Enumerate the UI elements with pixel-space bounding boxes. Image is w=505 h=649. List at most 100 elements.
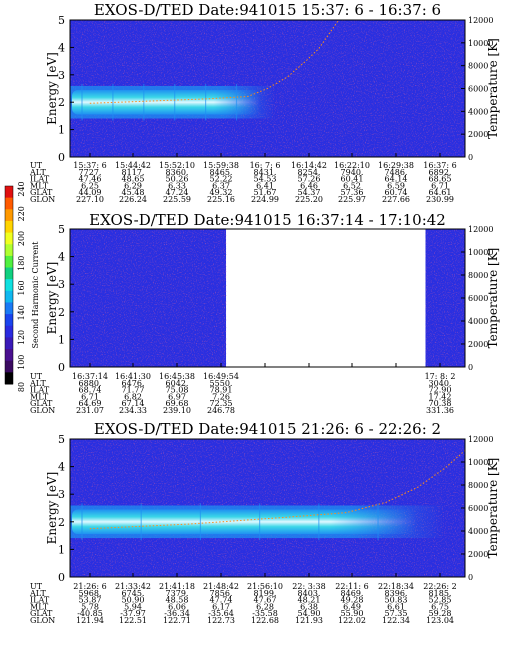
y2-tick-label: 8000 <box>468 481 488 490</box>
y-tick-label: 4 <box>58 461 65 474</box>
ephemeris-cell: 44.09 <box>79 188 102 197</box>
ephemeris-cell: 5.94 <box>124 602 142 611</box>
colorbar-swatch <box>5 255 13 269</box>
y2-tick-label: 2000 <box>468 130 488 139</box>
ephemeris-cell: 68.74 <box>79 386 102 395</box>
colorbar-swatch <box>5 325 13 338</box>
temperature-trace <box>89 450 466 530</box>
y-tick-label: 2 <box>58 96 65 109</box>
ephemeris-cell: 16:37: 6 <box>423 161 456 170</box>
ephemeris-cell: 122.68 <box>251 616 279 625</box>
colorbar: 240 220 200 180 160 140 120 100 80 Second Harmoni… <box>4 181 40 392</box>
ephemeris-cell: 78.91 <box>210 386 233 395</box>
ephemeris-cell: 227.66 <box>382 195 410 204</box>
y2-tick-label: 12000 <box>468 225 493 234</box>
ephemeris-cell: 6880. <box>79 379 102 388</box>
ephemeris-cell: 21:48:42 <box>203 582 239 591</box>
ephemeris-cell: 8117. <box>122 168 145 177</box>
ephemeris-cell: 60.41 <box>341 175 364 184</box>
colorbar-swatch <box>5 232 13 245</box>
ephemeris-cell: 224.99 <box>251 195 279 204</box>
ephemeris-cell: 246.78 <box>207 406 235 415</box>
ephemeris-cell: 5968. <box>79 589 102 598</box>
ephemeris-row-label: UT <box>30 161 43 170</box>
ephemeris-cell: 122.51 <box>119 616 147 625</box>
ephemeris-cell: 8254. <box>298 168 321 177</box>
y2-tick-label: 10000 <box>468 39 493 48</box>
ephemeris-cell: 8465. <box>210 168 233 177</box>
ephemeris-cell: 21:26: 6 <box>73 582 106 591</box>
ephemeris-cell: 69.68 <box>166 399 189 408</box>
ephemeris-cell: 6.75 <box>431 602 449 611</box>
ephemeris-cell: 22:18:34 <box>378 582 414 591</box>
ephemeris-cell: 121.93 <box>295 616 323 625</box>
colorbar-tick-label: 140 <box>17 305 26 320</box>
ephemeris-cell: 22:26: 2 <box>423 582 456 591</box>
noise-speckle <box>70 229 227 367</box>
ephemeris-cell: 6.61 <box>387 602 405 611</box>
ephemeris-cell: 122.73 <box>207 616 235 625</box>
ephemeris-cell: 3040. <box>429 379 452 388</box>
ephemeris-cell: 48.65 <box>122 175 145 184</box>
ephemeris-cell: 6.59 <box>387 181 405 190</box>
ephemeris-cell: 5.78 <box>81 602 99 611</box>
y-tick-label: 1 <box>58 333 65 346</box>
ephemeris-cell: 6.17 <box>212 602 230 611</box>
ephemeris-row-label: ALT <box>29 379 46 388</box>
ephemeris-cell: 72.90 <box>429 386 452 395</box>
ephemeris-row-label: GLAT <box>30 399 53 408</box>
colorbar-swatch <box>5 209 13 222</box>
colorbar-label: Second Harmonic Current <box>31 241 40 349</box>
colorbar-tick-label: 100 <box>17 355 26 370</box>
ephemeris-cell: 17: 8: 2 <box>425 372 456 381</box>
colorbar-tick-label: 80 <box>17 382 26 392</box>
colorbar-tick-label: 120 <box>17 330 26 345</box>
y-tick-label: 5 <box>58 433 65 446</box>
colorbar-tick-label: 160 <box>17 280 26 295</box>
ephemeris-row-label: GLON <box>30 616 55 625</box>
y2-tick-label: 12000 <box>468 16 493 25</box>
ephemeris-cell: 22: 3:38 <box>292 582 325 591</box>
colorbar-swatch <box>5 197 13 210</box>
ephemeris-cell: 52.22 <box>210 175 233 184</box>
ephemeris-cell: 7.26 <box>212 392 230 401</box>
y-tick-label: 3 <box>58 69 65 82</box>
ephemeris-cell: 49.32 <box>210 188 233 197</box>
ephemeris-row-label: GLON <box>30 406 55 415</box>
noise-speckle <box>425 229 465 367</box>
ephemeris-cell: 8360. <box>166 168 189 177</box>
ephemeris-cell: 48.58 <box>166 596 189 605</box>
colorbar-swatch <box>5 302 13 315</box>
ephemeris-cell: 6.71 <box>431 181 449 190</box>
y-tick-label: 2 <box>58 516 65 529</box>
y-tick-label: 0 <box>58 361 65 374</box>
y-axis-label: Energy [eV] <box>45 262 59 335</box>
y-tick-label: 0 <box>58 151 65 164</box>
ephemeris-cell: 6.41 <box>256 181 274 190</box>
ephemeris-cell: 6.97 <box>168 392 186 401</box>
ephemeris-cell: 51.67 <box>254 188 277 197</box>
colorbar-swatch <box>5 360 13 373</box>
ephemeris-cell: 15:37: 6 <box>73 161 106 170</box>
y-tick-label: 3 <box>58 278 65 291</box>
colorbar-swatch <box>5 349 13 362</box>
colorbar-tick-label: 220 <box>17 206 26 221</box>
ephemeris-cell: 6.33 <box>168 181 186 190</box>
colorbar-swatch <box>5 186 13 199</box>
colorbar-swatch <box>5 290 13 303</box>
ephemeris-cell: 8199. <box>254 589 277 598</box>
ephemeris-cell: 8403. <box>298 589 321 598</box>
y-axis-label: Energy [eV] <box>45 472 59 545</box>
ephemeris-cell: 6892. <box>429 168 452 177</box>
ephemeris-cell: 331.36 <box>426 406 454 415</box>
ephemeris-cell: 5550. <box>210 379 233 388</box>
y2-tick-label: 4000 <box>468 317 488 326</box>
ephemeris-cell: 7379. <box>166 589 189 598</box>
ephemeris-cell: 122.71 <box>163 616 191 625</box>
ephemeris-cell: 21:56:10 <box>247 582 283 591</box>
ephemeris-cell: 72.35 <box>210 399 233 408</box>
ephemeris-cell: 67.14 <box>122 399 145 408</box>
ephemeris-cell: -35.58 <box>252 609 278 618</box>
ephemeris-cell: 47.67 <box>254 596 277 605</box>
ephemeris-cell: 8185. <box>429 589 452 598</box>
